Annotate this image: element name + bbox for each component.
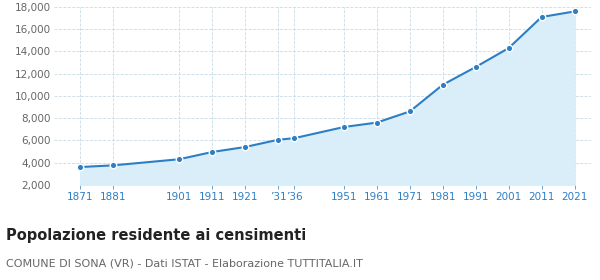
Point	[175, 157, 184, 162]
Point	[537, 15, 547, 19]
Point	[290, 136, 299, 140]
Point	[471, 65, 481, 69]
Point	[76, 165, 85, 169]
Point	[273, 137, 283, 142]
Point	[339, 125, 349, 129]
Point	[405, 109, 415, 114]
Point	[109, 163, 118, 168]
Point	[240, 145, 250, 149]
Point	[208, 150, 217, 154]
Text: Popolazione residente ai censimenti: Popolazione residente ai censimenti	[6, 228, 306, 243]
Point	[438, 83, 448, 87]
Point	[504, 46, 514, 50]
Point	[570, 9, 580, 14]
Text: COMUNE DI SONA (VR) - Dati ISTAT - Elaborazione TUTTITALIA.IT: COMUNE DI SONA (VR) - Dati ISTAT - Elabo…	[6, 259, 363, 269]
Point	[372, 120, 382, 125]
